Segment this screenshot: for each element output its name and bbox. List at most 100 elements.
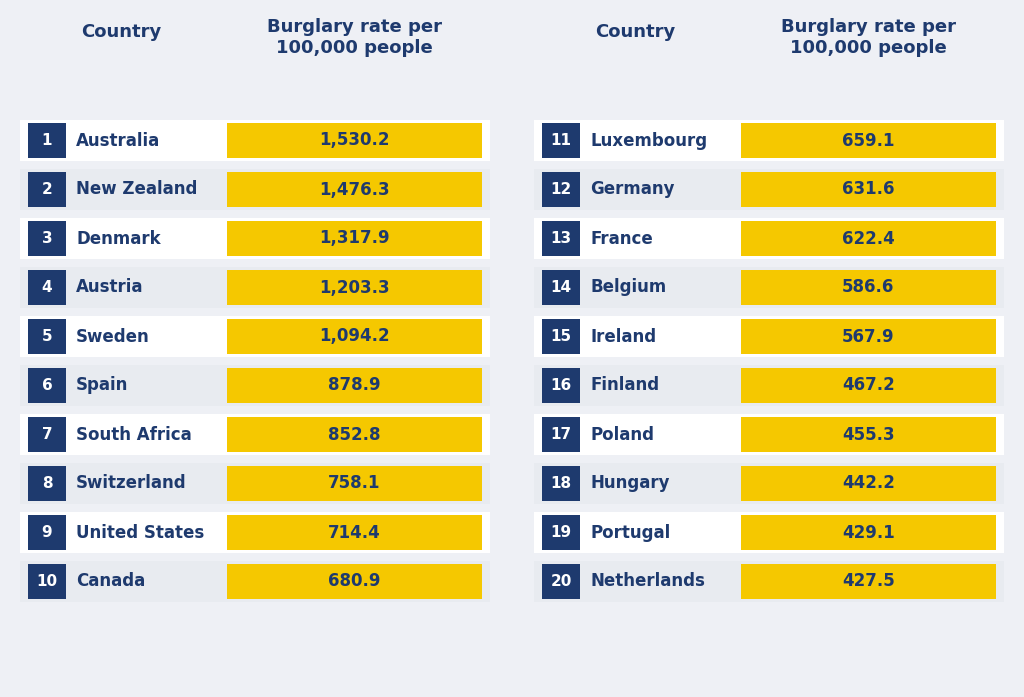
Bar (740, 319, 996, 354)
Bar (226, 466, 482, 501)
Text: 852.8: 852.8 (328, 425, 381, 443)
Text: United States: United States (76, 523, 204, 542)
Bar (534, 365, 1004, 406)
Text: 19: 19 (551, 525, 571, 540)
Text: Switzerland: Switzerland (76, 475, 186, 493)
Bar (542, 319, 580, 354)
Bar (542, 221, 580, 256)
Bar (542, 123, 580, 158)
Bar (740, 368, 996, 403)
Bar (226, 123, 482, 158)
Bar (542, 417, 580, 452)
Bar (534, 463, 1004, 504)
Text: 631.6: 631.6 (842, 181, 895, 199)
Text: Finland: Finland (590, 376, 659, 395)
Bar (534, 267, 1004, 308)
Text: 13: 13 (551, 231, 571, 246)
Text: 429.1: 429.1 (842, 523, 895, 542)
Bar (226, 417, 482, 452)
Text: 16: 16 (550, 378, 571, 393)
Text: 622.4: 622.4 (842, 229, 895, 247)
Text: Denmark: Denmark (76, 229, 161, 247)
Text: 1,094.2: 1,094.2 (319, 328, 390, 346)
Bar (20, 316, 490, 357)
Bar (542, 368, 580, 403)
Bar (740, 417, 996, 452)
Text: 659.1: 659.1 (842, 132, 895, 149)
Bar (534, 120, 1004, 161)
Bar (28, 515, 66, 550)
Text: Burglary rate per
100,000 people: Burglary rate per 100,000 people (267, 18, 442, 56)
Text: Portugal: Portugal (590, 523, 671, 542)
Bar (28, 368, 66, 403)
Bar (534, 512, 1004, 553)
Bar (28, 221, 66, 256)
Bar (534, 414, 1004, 455)
Bar (534, 561, 1004, 602)
Text: 467.2: 467.2 (842, 376, 895, 395)
Bar (740, 221, 996, 256)
Bar (226, 515, 482, 550)
Text: 6: 6 (42, 378, 52, 393)
Bar (28, 270, 66, 305)
Bar (20, 561, 490, 602)
Text: 427.5: 427.5 (842, 572, 895, 590)
Bar (28, 564, 66, 599)
Bar (740, 123, 996, 158)
Text: Country: Country (81, 23, 162, 41)
Bar (28, 466, 66, 501)
Bar (28, 417, 66, 452)
Bar (740, 270, 996, 305)
Text: Luxembourg: Luxembourg (590, 132, 708, 149)
Bar (740, 466, 996, 501)
Text: 680.9: 680.9 (328, 572, 381, 590)
Bar (20, 512, 490, 553)
Bar (20, 169, 490, 210)
Text: 7: 7 (42, 427, 52, 442)
Bar (542, 172, 580, 207)
Text: 1,203.3: 1,203.3 (319, 279, 390, 296)
Text: Austria: Austria (76, 279, 143, 296)
Bar (20, 365, 490, 406)
Text: 758.1: 758.1 (328, 475, 381, 493)
Text: France: France (590, 229, 652, 247)
Text: Netherlands: Netherlands (590, 572, 705, 590)
Text: Sweden: Sweden (76, 328, 150, 346)
Text: 12: 12 (550, 182, 571, 197)
Text: Canada: Canada (76, 572, 145, 590)
Text: 8: 8 (42, 476, 52, 491)
Bar (20, 267, 490, 308)
Text: 455.3: 455.3 (842, 425, 895, 443)
Bar (740, 172, 996, 207)
Text: 18: 18 (551, 476, 571, 491)
Text: 567.9: 567.9 (842, 328, 895, 346)
Text: 11: 11 (551, 133, 571, 148)
Text: 878.9: 878.9 (328, 376, 381, 395)
Text: 14: 14 (551, 280, 571, 295)
Text: 10: 10 (37, 574, 57, 589)
Text: 2: 2 (42, 182, 52, 197)
Bar (20, 463, 490, 504)
Text: 15: 15 (551, 329, 571, 344)
Bar (534, 169, 1004, 210)
Bar (542, 466, 580, 501)
Text: 586.6: 586.6 (842, 279, 895, 296)
Text: 17: 17 (551, 427, 571, 442)
Text: Belgium: Belgium (590, 279, 667, 296)
Bar (226, 564, 482, 599)
Text: 442.2: 442.2 (842, 475, 895, 493)
Text: Spain: Spain (76, 376, 128, 395)
Text: Hungary: Hungary (590, 475, 670, 493)
Bar (542, 515, 580, 550)
Text: 714.4: 714.4 (328, 523, 381, 542)
Bar (226, 319, 482, 354)
Bar (534, 316, 1004, 357)
Text: South Africa: South Africa (76, 425, 191, 443)
Bar (28, 123, 66, 158)
Text: 9: 9 (42, 525, 52, 540)
Bar (226, 172, 482, 207)
Bar (534, 218, 1004, 259)
Text: 1,317.9: 1,317.9 (319, 229, 390, 247)
Bar (226, 270, 482, 305)
Text: New Zealand: New Zealand (76, 181, 198, 199)
